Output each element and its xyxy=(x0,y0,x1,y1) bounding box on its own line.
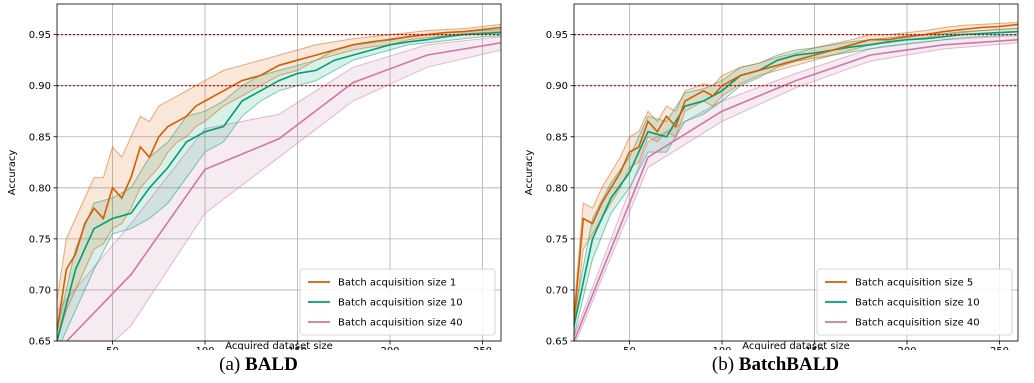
x-axis-label: Acquired dataset size xyxy=(742,341,850,350)
caption-batchbald: (b) BatchBALD xyxy=(517,354,1034,376)
y-tick-label: 0.90 xyxy=(29,81,51,92)
caption-name: BatchBALD xyxy=(738,354,840,375)
x-tick-label: 50 xyxy=(623,346,636,350)
band-upper-edge xyxy=(57,36,501,311)
legend-box xyxy=(299,268,496,336)
plot-frame xyxy=(573,3,1019,342)
legend-label: Batch acquisition size 5 xyxy=(855,278,973,289)
y-tick-label: 0.70 xyxy=(29,285,51,296)
x-tick-label: 200 xyxy=(380,346,399,350)
plot-area xyxy=(57,23,501,341)
y-tick-label: 0.85 xyxy=(546,132,568,143)
confidence-band xyxy=(57,36,501,341)
chart-panel-batchbald: 50 100 150 200 250 0.65 0.70 0.75 0.80 0.85 0.90 0.… xyxy=(517,0,1034,383)
y-tick-label: 0.80 xyxy=(29,183,51,194)
chart-panel-bald: 50 100 150 200 250 0.65 0.70 0.75 0.80 0.85 0.90 0.… xyxy=(0,3,517,376)
legend-label: Batch acquisition size 40 xyxy=(855,318,980,329)
y-axis-label: Accuracy xyxy=(7,150,18,196)
series-line xyxy=(574,30,1018,326)
y-tick-label: 0.90 xyxy=(546,81,568,92)
confidence-band xyxy=(57,24,501,341)
x-tick-label: 150 xyxy=(288,346,307,350)
band-upper-edge xyxy=(574,28,1018,316)
y-tick-label: 0.95 xyxy=(29,30,51,41)
x-axis-label: Acquired dataset size xyxy=(225,341,333,350)
legend-label: Batch acquisition size 10 xyxy=(855,298,980,309)
x-tick-label: 200 xyxy=(897,346,916,350)
band-upper-edge xyxy=(57,23,501,301)
x-tick-label: 150 xyxy=(805,346,824,350)
plot-frame xyxy=(56,3,502,342)
legend: Batch acquisition size 5 Batch acquisitio… xyxy=(816,268,1013,336)
y-tick-label: 0.65 xyxy=(29,337,51,348)
legend-label: Batch acquisition size 40 xyxy=(338,318,463,329)
chart-batchbald: 50 100 150 200 250 0.65 0.70 0.75 0.80 0.85 0.90 0.… xyxy=(524,3,1019,350)
x-tick-label: 250 xyxy=(473,346,492,350)
y-tick-label: 0.75 xyxy=(546,234,568,245)
y-axis-label: Accuracy xyxy=(524,150,535,196)
band-lower-edge xyxy=(61,35,501,341)
band-upper-edge xyxy=(574,21,1018,311)
y-tick-label: 0.80 xyxy=(546,183,568,194)
y-tick-label: 0.85 xyxy=(29,132,51,143)
series-line xyxy=(574,38,1018,341)
legend-box xyxy=(816,268,1013,336)
band-lower-edge xyxy=(57,31,501,341)
confidence-band xyxy=(574,22,1018,331)
x-tick-label: 100 xyxy=(195,346,214,350)
band-lower-edge xyxy=(113,49,501,341)
caption-name: BALD xyxy=(245,354,298,375)
y-tick-label: 0.95 xyxy=(546,30,568,41)
band-lower-edge xyxy=(575,42,1018,341)
legend-label: Batch acquisition size 1 xyxy=(338,278,456,289)
x-tick-label: 250 xyxy=(990,346,1009,350)
x-tick-label: 100 xyxy=(712,346,731,350)
series-line xyxy=(57,26,501,331)
legend-label: Batch acquisition size 10 xyxy=(338,298,463,309)
caption-prefix: (b) xyxy=(711,354,735,375)
x-tick-label: 50 xyxy=(106,346,119,350)
y-tick-label: 0.75 xyxy=(29,234,51,245)
y-tick-label: 0.65 xyxy=(546,337,568,348)
y-tick-label: 0.70 xyxy=(546,285,568,296)
band-lower-edge xyxy=(574,34,1018,337)
series-line xyxy=(57,31,501,341)
caption-prefix: (a) xyxy=(219,354,241,375)
series-line xyxy=(65,42,501,341)
chart-bald: 50 100 150 200 250 0.65 0.70 0.75 0.80 0.85 0.90 0.… xyxy=(7,3,502,350)
legend: Batch acquisition size 1 Batch acquisitio… xyxy=(299,268,496,336)
caption-bald: (a) BALD xyxy=(0,354,517,376)
confidence-band xyxy=(57,29,501,341)
